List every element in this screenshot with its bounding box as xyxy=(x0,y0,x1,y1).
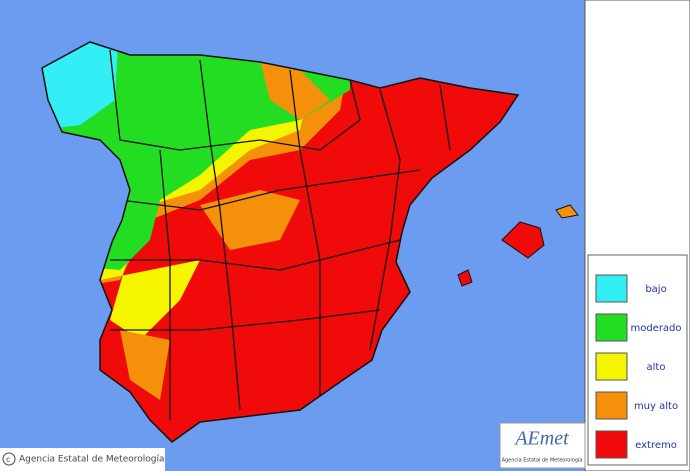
logo-box xyxy=(499,422,586,469)
logo-subtitle: Agencia Estatal de Meteorología xyxy=(502,457,583,464)
legend-label: alto xyxy=(647,362,666,373)
province-borders xyxy=(109,49,451,420)
logo: AEmet xyxy=(513,428,569,450)
legend-swatch xyxy=(595,352,628,381)
credit-box xyxy=(0,448,165,471)
credit: Agencia Estatal de Meteorología xyxy=(19,455,165,465)
legend-swatch xyxy=(595,313,628,342)
legend-label: extremo xyxy=(635,440,677,451)
legend-swatch xyxy=(595,391,628,420)
legend-label: moderado xyxy=(630,323,681,334)
copyright-mark: c xyxy=(6,455,10,464)
legend-label: muy alto xyxy=(634,401,678,412)
copyright-icon xyxy=(2,452,16,466)
legend-swatch xyxy=(595,274,628,303)
legend-label: bajo xyxy=(645,284,666,295)
legend-items: bajo moderado alto muy alto extremo xyxy=(595,274,682,459)
legend-swatch xyxy=(595,430,628,459)
balearic-islands xyxy=(457,204,579,287)
coastline xyxy=(41,41,520,443)
